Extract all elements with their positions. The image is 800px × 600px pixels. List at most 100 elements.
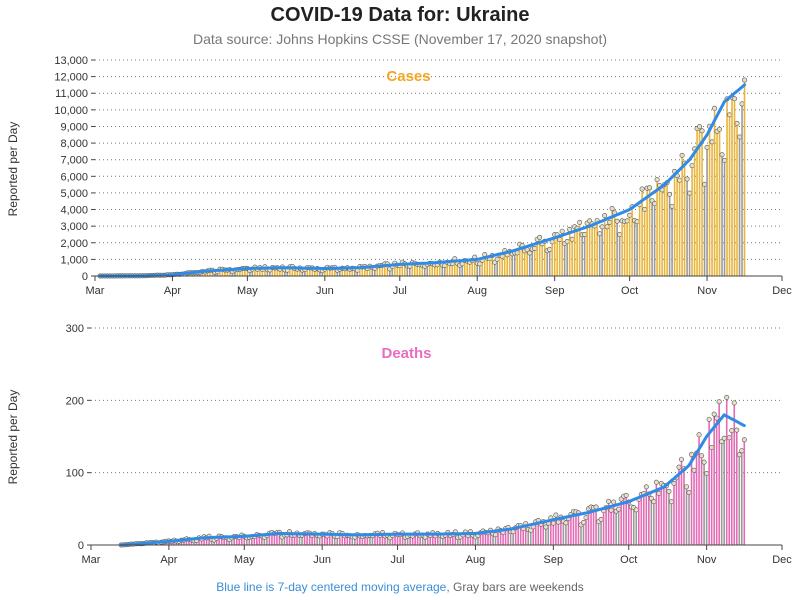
daily-marker	[716, 399, 722, 405]
x-tick-label: May	[237, 285, 258, 297]
daily-marker	[737, 134, 743, 140]
x-tick-label: Oct	[620, 554, 637, 566]
daily-marker	[537, 234, 543, 240]
daily-marker	[653, 479, 659, 485]
daily-marker	[697, 124, 703, 130]
daily-marker	[527, 250, 533, 256]
daily-marker	[704, 471, 710, 477]
daily-marker	[598, 516, 604, 522]
daily-marker	[668, 499, 674, 505]
daily-marker	[633, 507, 639, 513]
daily-marker	[704, 144, 710, 150]
daily-marker	[714, 415, 720, 421]
daily-marker	[719, 152, 725, 158]
x-tick-label: Jul	[391, 554, 405, 566]
daily-marker	[608, 507, 614, 513]
daily-marker	[555, 519, 561, 525]
daily-marker	[722, 157, 728, 163]
y-tick-label: 4,000	[60, 205, 88, 217]
daily-marker	[604, 224, 610, 230]
daily-marker	[647, 185, 653, 191]
x-tick-label: Mar	[86, 285, 105, 297]
daily-marker	[616, 506, 622, 512]
daily-marker	[679, 152, 685, 158]
daily-marker	[648, 495, 654, 501]
daily-marker	[671, 480, 677, 486]
daily-marker	[577, 219, 583, 225]
daily-marker	[494, 256, 500, 262]
daily-marker	[691, 467, 697, 473]
y-tick-label: 9,000	[60, 121, 88, 133]
daily-marker	[643, 484, 649, 490]
y-tick-label: 0	[78, 540, 84, 552]
daily-marker	[739, 448, 745, 454]
daily-marker	[609, 206, 615, 212]
daily-marker	[686, 490, 692, 496]
y-tick-label: 13,000	[54, 55, 88, 67]
x-tick-label: Jun	[313, 554, 331, 566]
x-tick-label: Sep	[544, 554, 564, 566]
daily-marker	[729, 428, 735, 434]
daily-marker	[676, 464, 682, 470]
chart-subtitle: Data source: Johns Hopkins CSSE (Novembe…	[193, 31, 607, 47]
daily-marker	[582, 232, 588, 238]
daily-marker	[654, 177, 660, 183]
daily-marker	[721, 435, 727, 441]
daily-marker	[726, 435, 732, 441]
daily-marker	[684, 176, 690, 182]
x-tick-label: Aug	[466, 554, 486, 566]
daily-marker	[651, 499, 657, 505]
daily-marker	[606, 498, 612, 504]
daily-marker	[569, 236, 575, 242]
y-axis-label: Reported per Day	[6, 122, 20, 217]
y-tick-label: 5,000	[60, 188, 88, 200]
y-tick-label: 1,000	[60, 254, 88, 266]
cases-panel: 0 1,000 2,000 3,000 4,000 5,000 6,000 7,000 8,00…	[6, 55, 792, 297]
daily-marker	[678, 456, 684, 462]
x-tick-label: May	[234, 554, 255, 566]
daily-marker	[677, 177, 683, 183]
daily-marker	[732, 96, 738, 102]
daily-marker	[711, 411, 717, 417]
daily-marker	[656, 490, 662, 496]
y-tick-label: 6,000	[60, 171, 88, 183]
x-tick-label: Oct	[621, 285, 638, 297]
y-tick-label: 10,000	[54, 105, 88, 117]
y-axis-label: Reported per Day	[6, 390, 20, 485]
daily-marker	[669, 203, 675, 209]
y-tick-label: 7,000	[60, 155, 88, 167]
panel-label: Deaths	[381, 345, 431, 362]
daily-marker	[559, 228, 565, 234]
daily-marker	[724, 394, 730, 400]
y-tick-label: 11,000	[55, 88, 88, 100]
panel-label: Cases	[386, 68, 430, 85]
daily-marker	[599, 224, 605, 230]
daily-marker	[624, 218, 630, 224]
daily-marker	[611, 499, 617, 505]
daily-marker	[532, 245, 538, 251]
y-tick-label: 100	[66, 468, 84, 480]
daily-marker	[687, 190, 693, 196]
y-tick-label: 0	[82, 271, 88, 283]
daily-marker	[623, 492, 629, 498]
daily-marker	[563, 520, 569, 526]
daily-marker	[742, 77, 748, 83]
x-tick-label: Sep	[545, 285, 565, 297]
x-tick-label: Apr	[164, 285, 181, 297]
y-tick-label: 8,000	[60, 138, 88, 150]
daily-marker	[739, 101, 745, 107]
moving-average-line	[98, 83, 746, 278]
footnote: Blue line is 7-day centered moving avera…	[0, 580, 800, 594]
daily-marker	[731, 400, 737, 406]
daily-marker	[580, 520, 586, 526]
footnote-weekends: Gray bars are weekends	[453, 580, 584, 594]
daily-marker	[684, 484, 690, 490]
daily-marker	[699, 128, 705, 134]
daily-marker	[564, 239, 570, 245]
daily-marker	[706, 416, 712, 422]
daily-marker	[614, 218, 620, 224]
daily-marker	[550, 520, 556, 526]
y-tick-label: 2,000	[60, 238, 88, 250]
daily-marker	[727, 112, 733, 118]
chart-title: COVID-19 Data for: Ukraine	[270, 4, 530, 26]
